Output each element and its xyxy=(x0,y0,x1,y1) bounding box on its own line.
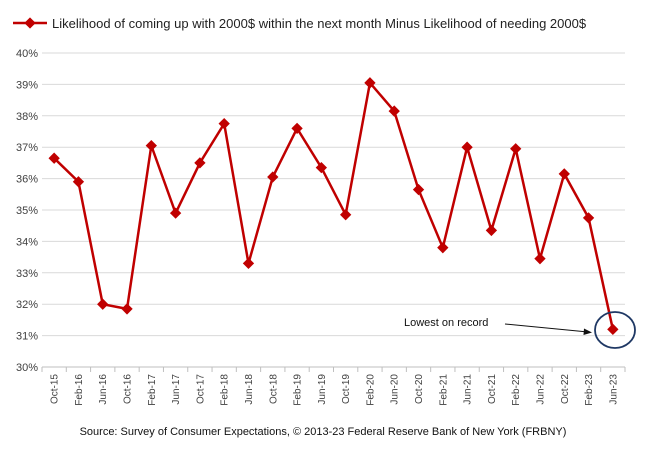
source-note: Source: Survey of Consumer Expectations,… xyxy=(79,426,567,438)
y-axis-ticks: 30% 31% 32% 33% 34% 35% 36% 37% 38% 39% 40% xyxy=(16,48,38,374)
x-axis-ticks: Oct-15 Feb-16 Jun-16 Oct-16 Feb-17 Jun-17 Oct-… xyxy=(41,367,626,406)
data-point xyxy=(97,298,109,310)
data-point xyxy=(607,323,619,335)
y-tick-label: 33% xyxy=(16,268,38,280)
x-tick-label: Jun-21 xyxy=(463,374,474,405)
y-tick-label: 36% xyxy=(16,174,38,186)
annotation-circle xyxy=(594,311,636,349)
x-tick-label: Oct-15 xyxy=(50,374,61,404)
data-point xyxy=(145,139,157,152)
x-tick-label: Feb-16 xyxy=(74,374,85,406)
x-tick-label: Oct-16 xyxy=(123,374,134,404)
y-tick-label: 40% xyxy=(16,48,38,60)
x-tick-label: Jun-22 xyxy=(535,374,546,405)
x-tick-label: Feb-17 xyxy=(147,374,158,406)
data-point xyxy=(534,253,546,265)
data-point xyxy=(412,183,425,196)
legend: Likelihood of coming up with 2000$ withi… xyxy=(13,16,587,31)
y-tick-label: 37% xyxy=(16,142,38,154)
annotation-arrowhead xyxy=(583,328,592,335)
y-tick-label: 38% xyxy=(16,111,38,123)
x-tick-label: Feb-19 xyxy=(293,374,304,406)
x-tick-label: Feb-22 xyxy=(511,374,522,406)
data-point xyxy=(121,303,133,315)
x-tick-label: Jun-19 xyxy=(317,374,328,405)
x-tick-label: Feb-18 xyxy=(220,374,231,406)
x-tick-label: Jun-23 xyxy=(608,374,619,405)
series-line xyxy=(53,80,615,330)
data-point xyxy=(242,257,255,270)
x-tick-label: Oct-22 xyxy=(560,374,571,404)
data-point xyxy=(291,122,303,135)
data-point xyxy=(485,224,498,237)
x-tick-label: Feb-21 xyxy=(438,374,449,406)
y-tick-label: 35% xyxy=(16,205,38,217)
data-point xyxy=(510,143,522,155)
annotation: Lowest on record xyxy=(404,311,636,349)
data-point xyxy=(461,141,473,153)
legend-marker-swatch xyxy=(24,17,36,29)
data-point xyxy=(582,212,595,224)
y-tick-label: 31% xyxy=(16,331,38,343)
y-tick-label: 32% xyxy=(16,299,38,311)
x-tick-label: Feb-20 xyxy=(365,374,376,406)
x-tick-label: Jun-16 xyxy=(98,374,109,405)
annotation-arrow xyxy=(504,323,589,333)
x-tick-label: Oct-21 xyxy=(487,374,498,404)
y-tick-label: 34% xyxy=(16,236,38,248)
x-tick-label: Oct-18 xyxy=(268,374,279,404)
x-tick-label: Oct-17 xyxy=(195,374,206,404)
data-point xyxy=(267,171,279,183)
x-tick-label: Jun-20 xyxy=(390,374,401,405)
x-tick-label: Jun-18 xyxy=(244,374,255,405)
y-tick-label: 39% xyxy=(16,79,38,91)
data-point xyxy=(218,117,230,130)
x-tick-label: Jun-17 xyxy=(171,374,182,405)
data-point xyxy=(169,207,182,219)
x-tick-label: Feb-23 xyxy=(584,374,595,406)
gridlines xyxy=(42,52,625,337)
x-tick-label: Oct-20 xyxy=(414,374,425,404)
data-point xyxy=(194,157,206,169)
x-tick-label: Oct-19 xyxy=(341,374,352,404)
data-point xyxy=(558,168,570,180)
data-point xyxy=(437,242,449,254)
data-point xyxy=(315,161,328,174)
annotation-label: Lowest on record xyxy=(404,317,488,329)
data-point xyxy=(48,152,60,164)
y-tick-label: 30% xyxy=(16,362,38,374)
legend-label: Likelihood of coming up with 2000$ withi… xyxy=(52,16,587,31)
data-point xyxy=(339,209,352,221)
